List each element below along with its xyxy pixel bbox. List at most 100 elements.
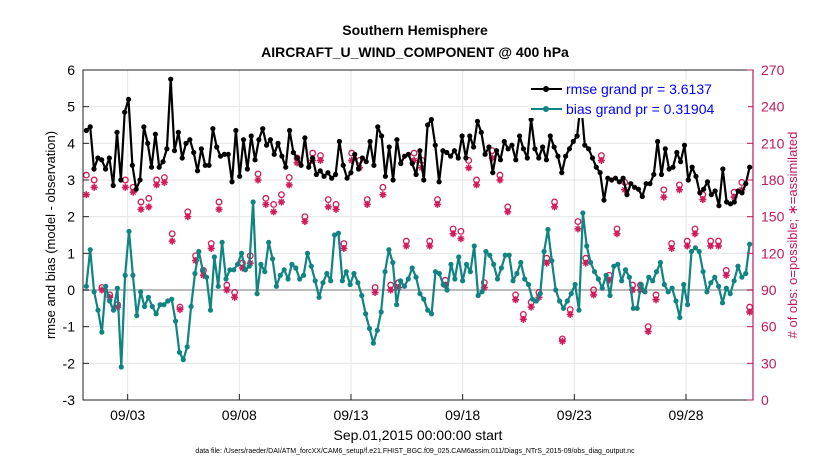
rmse-point — [455, 155, 461, 161]
rmse-point — [532, 146, 538, 152]
rmse-point — [493, 148, 500, 154]
rmse-point — [152, 131, 158, 137]
bias-point — [432, 269, 439, 275]
obs-assimilated-point — [527, 303, 535, 311]
bias-point — [622, 267, 629, 273]
rmse-point — [283, 164, 289, 170]
rmse-point — [424, 122, 431, 128]
bias-point — [665, 289, 671, 295]
bias-point — [215, 283, 221, 289]
rmse-point — [501, 138, 507, 145]
bias-point — [138, 289, 144, 295]
bias-point — [192, 270, 198, 277]
rmse-point — [198, 146, 204, 152]
rmse-point — [248, 133, 254, 139]
rmse-point — [470, 144, 477, 150]
obs-assimilated-point — [473, 181, 481, 189]
rmse-point — [191, 149, 197, 156]
obs-assimilated-point — [90, 183, 98, 191]
bias-point — [460, 278, 466, 284]
bias-point — [169, 296, 175, 302]
y-right-tick-label: 90 — [761, 282, 777, 298]
rmse-point — [340, 162, 346, 168]
rmse-point — [91, 166, 97, 172]
bias-point — [615, 261, 621, 267]
bias-point — [235, 261, 241, 267]
rmse-point — [478, 129, 484, 135]
obs-possible-point — [168, 230, 176, 238]
rmse-point — [520, 146, 527, 152]
rmse-point — [175, 129, 181, 135]
bias-point — [506, 252, 512, 258]
obs-assimilated-point — [668, 244, 676, 252]
rmse-point — [601, 197, 607, 203]
bias-point — [708, 280, 714, 286]
obs-possible-point — [660, 186, 668, 194]
bias-point — [692, 245, 698, 251]
bias-point — [428, 311, 435, 317]
bias-point — [343, 269, 349, 275]
bias-point — [242, 267, 248, 273]
bias-point — [300, 272, 307, 278]
bias-point — [83, 283, 89, 289]
rmse-point — [574, 133, 580, 139]
bias-point — [231, 267, 237, 273]
bias-point — [421, 296, 427, 302]
bias-point — [634, 305, 640, 311]
rmse-point — [325, 170, 331, 176]
bias-point — [529, 296, 536, 302]
bias-point — [494, 276, 501, 282]
bias-point — [359, 292, 365, 299]
bias-point — [289, 261, 295, 267]
bias-point — [130, 272, 136, 278]
bias-point — [211, 254, 217, 260]
x-tick-label: 09/23 — [557, 407, 592, 423]
bias-point — [91, 289, 97, 295]
x-tick-label: 09/28 — [668, 407, 703, 423]
rmse-point — [267, 137, 273, 143]
x-axis-label: Sep.01,2015 00:00:00 start — [334, 427, 503, 443]
rmse-point — [459, 133, 465, 139]
obs-assimilated-point — [262, 200, 270, 208]
bias-point — [444, 287, 450, 293]
rmse-point — [582, 142, 588, 148]
rmse-point — [447, 153, 454, 159]
obs-assimilated-point — [652, 296, 660, 304]
rmse-point — [225, 151, 231, 157]
bias-point — [502, 252, 508, 258]
rmse-point — [616, 179, 622, 185]
obs-assimilated-point — [722, 271, 730, 279]
obs-assimilated-point — [512, 296, 520, 304]
bias-point — [390, 259, 396, 266]
bias-point — [498, 265, 504, 271]
obs-assimilated-point — [590, 291, 598, 299]
bias-point — [533, 298, 539, 304]
obs-assimilated-point — [714, 242, 722, 250]
bias-point — [700, 269, 706, 275]
x-tick-label: 09/03 — [110, 407, 145, 423]
obs-possible-point — [285, 174, 293, 182]
obs-assimilated-point — [324, 203, 332, 211]
y-right-tick-label: 270 — [761, 62, 785, 78]
rmse-point — [747, 164, 753, 170]
rmse-point — [670, 164, 676, 170]
bias-point — [727, 291, 733, 297]
bias-point — [525, 281, 532, 288]
rmse-point — [444, 149, 450, 156]
rmse-point — [589, 155, 596, 161]
y-axis-left-label: rmse and bias (model - observation) — [43, 131, 58, 339]
rmse-point — [405, 151, 412, 157]
rmse-point — [298, 162, 304, 168]
bias-point — [273, 283, 280, 289]
rmse-point — [409, 160, 415, 167]
obs-assimilated-point — [387, 286, 395, 294]
rmse-point — [620, 175, 626, 181]
bias-point — [370, 340, 376, 346]
rmse-point — [486, 144, 492, 150]
bias-point — [386, 247, 392, 253]
bias-point — [122, 272, 128, 278]
obs-assimilated-point — [254, 176, 262, 184]
rmse-point — [125, 96, 132, 102]
obs-assimilated-point — [504, 208, 512, 216]
bias-point — [312, 278, 318, 284]
